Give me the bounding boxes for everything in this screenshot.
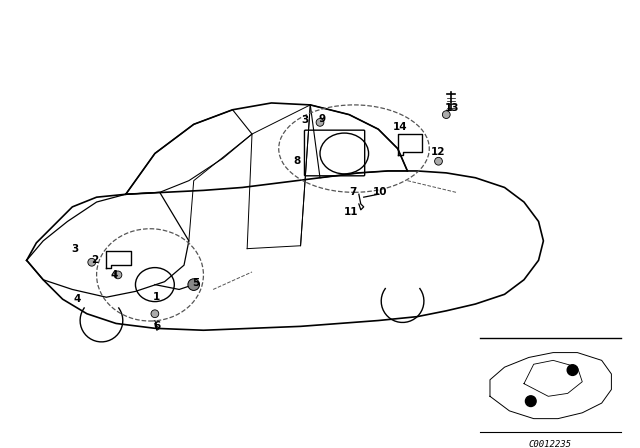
- Circle shape: [151, 310, 159, 318]
- Text: 6: 6: [153, 321, 161, 332]
- Text: 13: 13: [445, 103, 460, 113]
- Circle shape: [567, 365, 578, 375]
- Text: 10: 10: [373, 187, 387, 197]
- Circle shape: [525, 396, 536, 406]
- Circle shape: [316, 119, 324, 126]
- Text: 4: 4: [110, 270, 118, 280]
- Text: 1: 1: [153, 292, 161, 302]
- Text: 7: 7: [349, 187, 356, 197]
- Text: 11: 11: [344, 207, 358, 217]
- Text: 12: 12: [431, 146, 445, 156]
- Circle shape: [188, 279, 200, 290]
- Circle shape: [442, 111, 450, 119]
- Circle shape: [114, 271, 122, 279]
- Text: 3: 3: [72, 244, 79, 254]
- Text: 4: 4: [74, 294, 81, 304]
- Text: 3: 3: [302, 116, 309, 125]
- Text: C0012235: C0012235: [529, 440, 572, 448]
- Text: 14: 14: [392, 122, 407, 132]
- Circle shape: [435, 157, 442, 165]
- Circle shape: [88, 258, 95, 266]
- Text: 5: 5: [192, 278, 199, 288]
- Text: 2: 2: [91, 255, 99, 265]
- Text: 9: 9: [318, 113, 326, 124]
- Text: 8: 8: [293, 156, 300, 166]
